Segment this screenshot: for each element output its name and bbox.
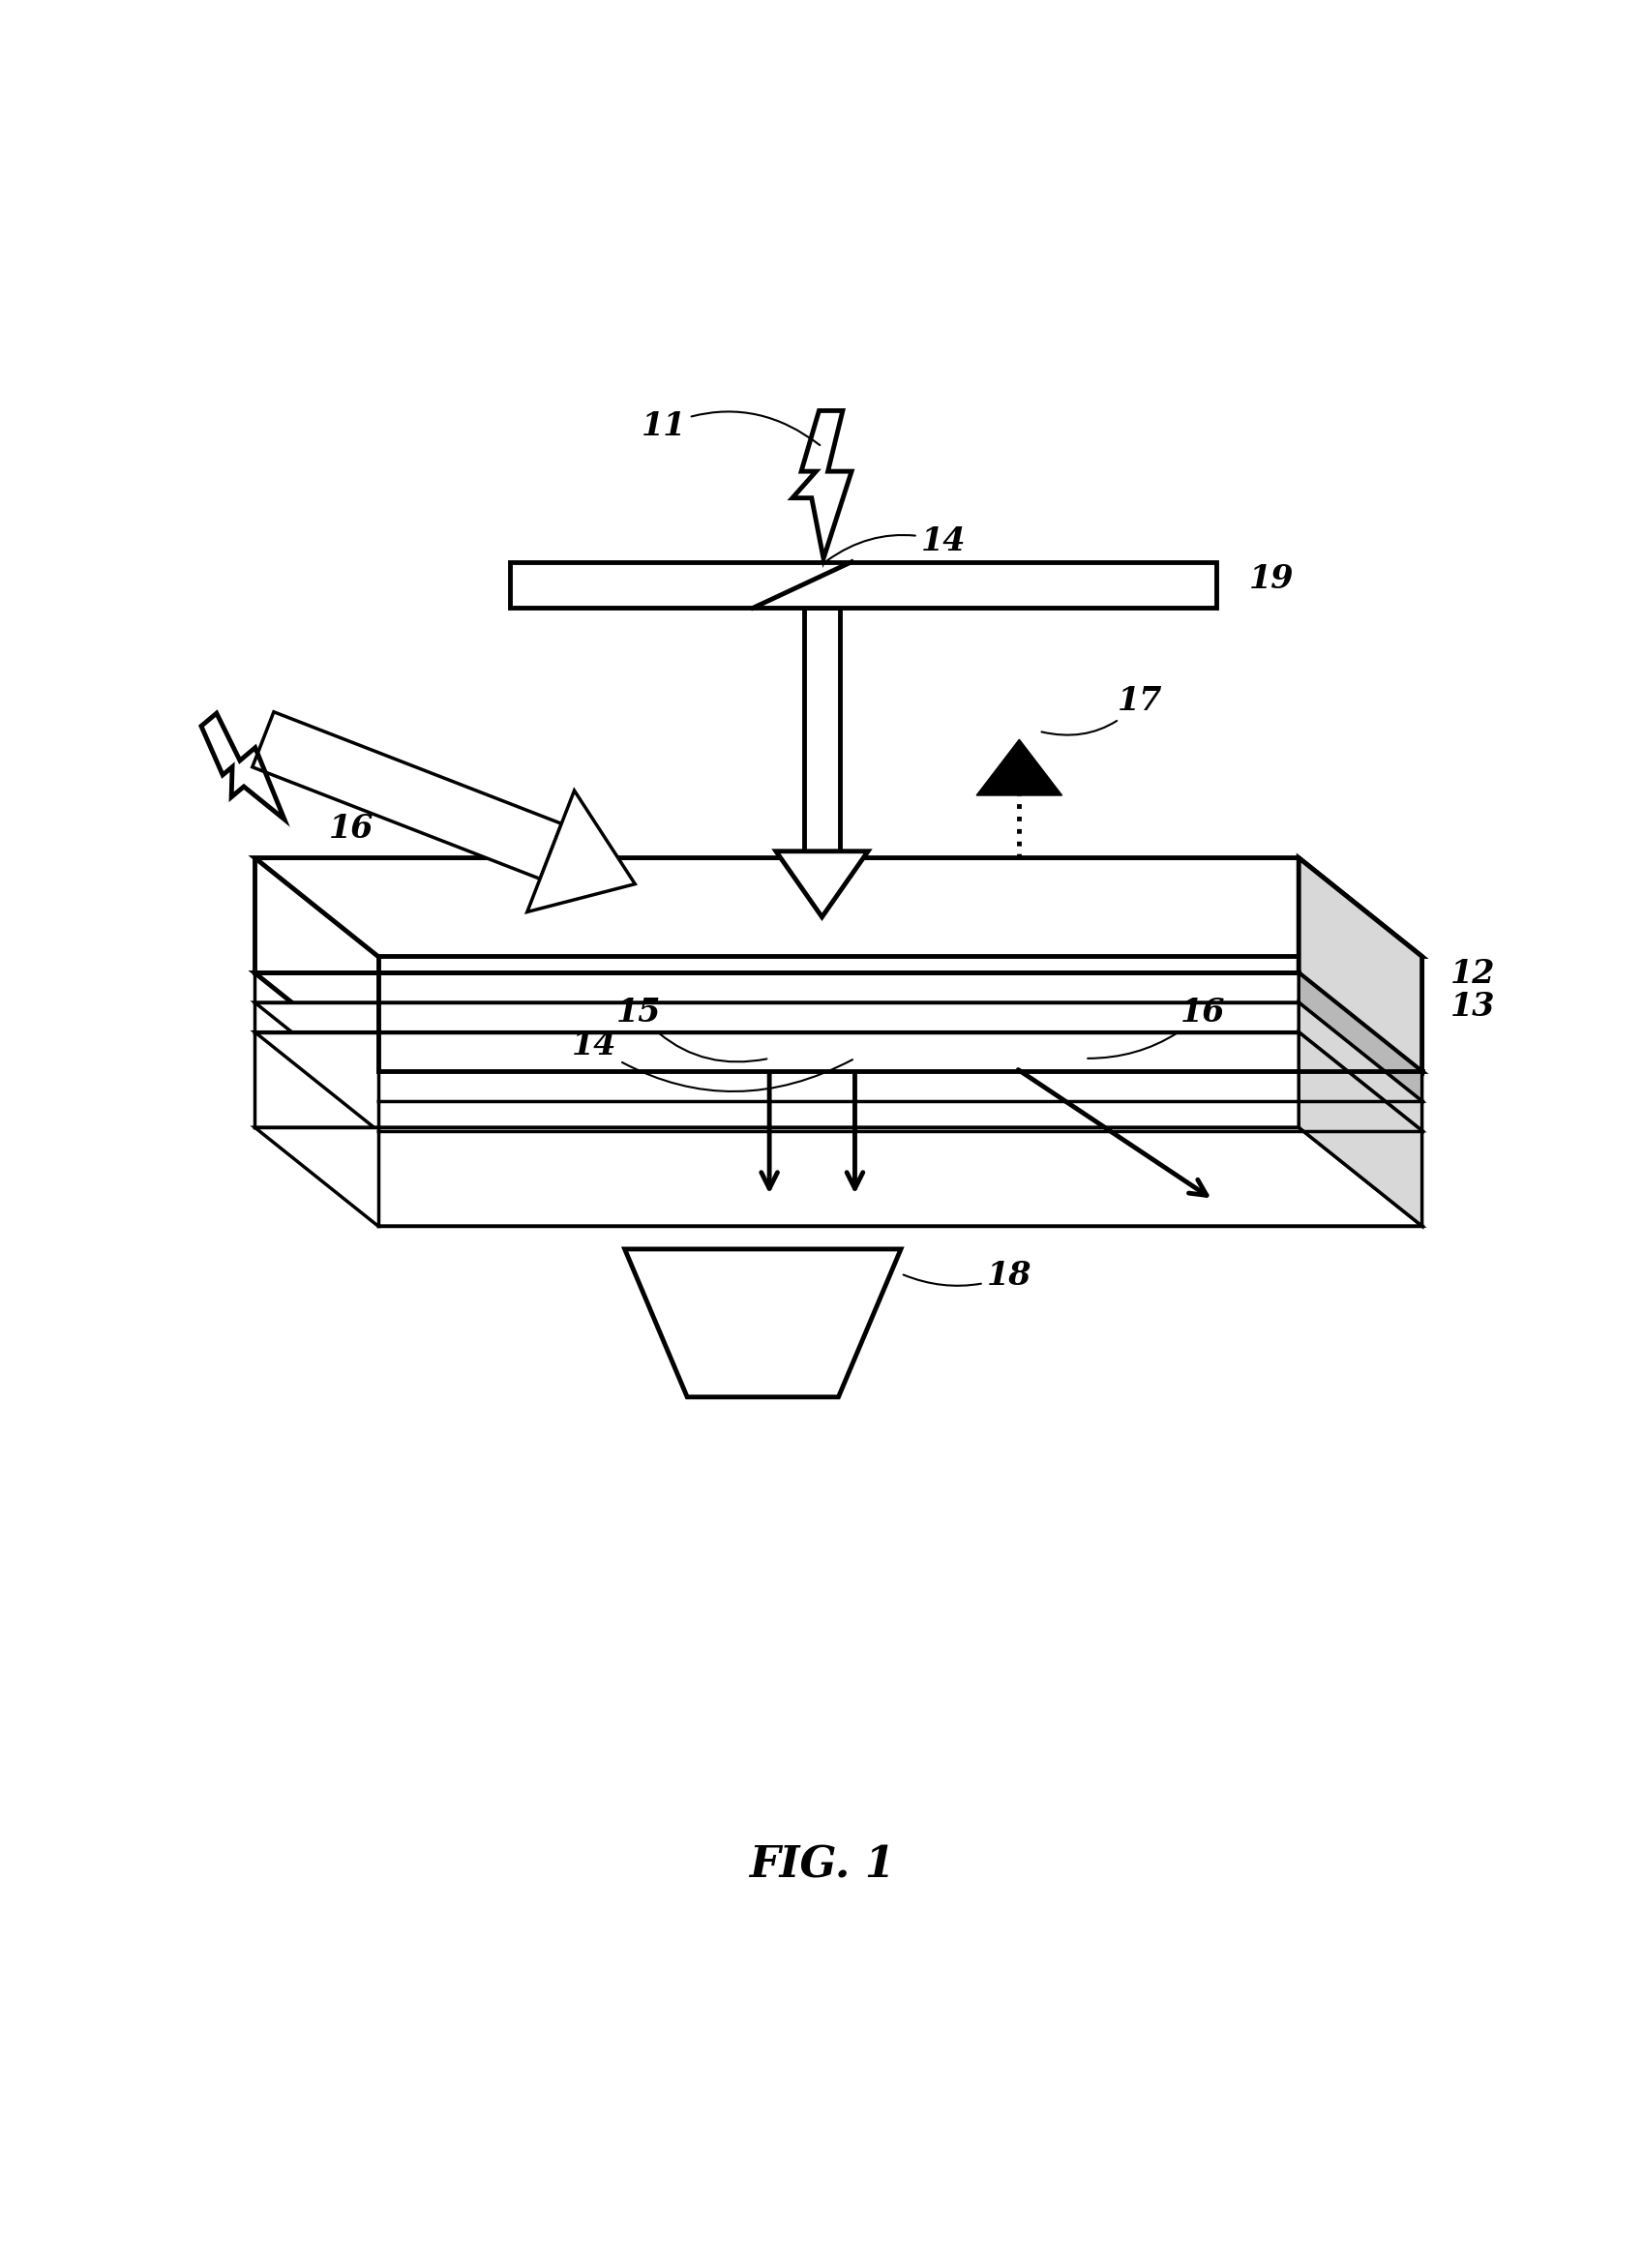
Polygon shape bbox=[255, 857, 1421, 957]
Polygon shape bbox=[775, 850, 868, 916]
Text: 14: 14 bbox=[826, 526, 964, 560]
Polygon shape bbox=[255, 1002, 1421, 1102]
Text: 17: 17 bbox=[1042, 685, 1162, 735]
Bar bbox=[509, 562, 1216, 608]
Text: 18: 18 bbox=[904, 1261, 1030, 1293]
Polygon shape bbox=[1298, 1002, 1421, 1132]
Polygon shape bbox=[624, 1250, 900, 1397]
Polygon shape bbox=[251, 712, 562, 878]
Polygon shape bbox=[976, 739, 1061, 796]
Text: FIG. 1: FIG. 1 bbox=[749, 1844, 894, 1887]
Text: 13: 13 bbox=[1449, 991, 1493, 1023]
Text: 16: 16 bbox=[1088, 998, 1224, 1059]
Polygon shape bbox=[255, 1032, 1421, 1132]
Polygon shape bbox=[527, 792, 634, 912]
Polygon shape bbox=[1298, 857, 1421, 1070]
Text: 11: 11 bbox=[641, 411, 820, 445]
Polygon shape bbox=[1298, 1032, 1421, 1227]
Polygon shape bbox=[1298, 973, 1421, 1102]
Text: 15: 15 bbox=[616, 998, 766, 1061]
Bar bbox=[803, 608, 840, 850]
Text: 14: 14 bbox=[572, 1030, 853, 1091]
Polygon shape bbox=[255, 973, 1421, 1070]
Text: 19: 19 bbox=[1249, 562, 1293, 594]
Polygon shape bbox=[255, 1127, 1421, 1227]
Text: 12: 12 bbox=[1449, 957, 1493, 989]
Text: 16: 16 bbox=[329, 782, 373, 846]
